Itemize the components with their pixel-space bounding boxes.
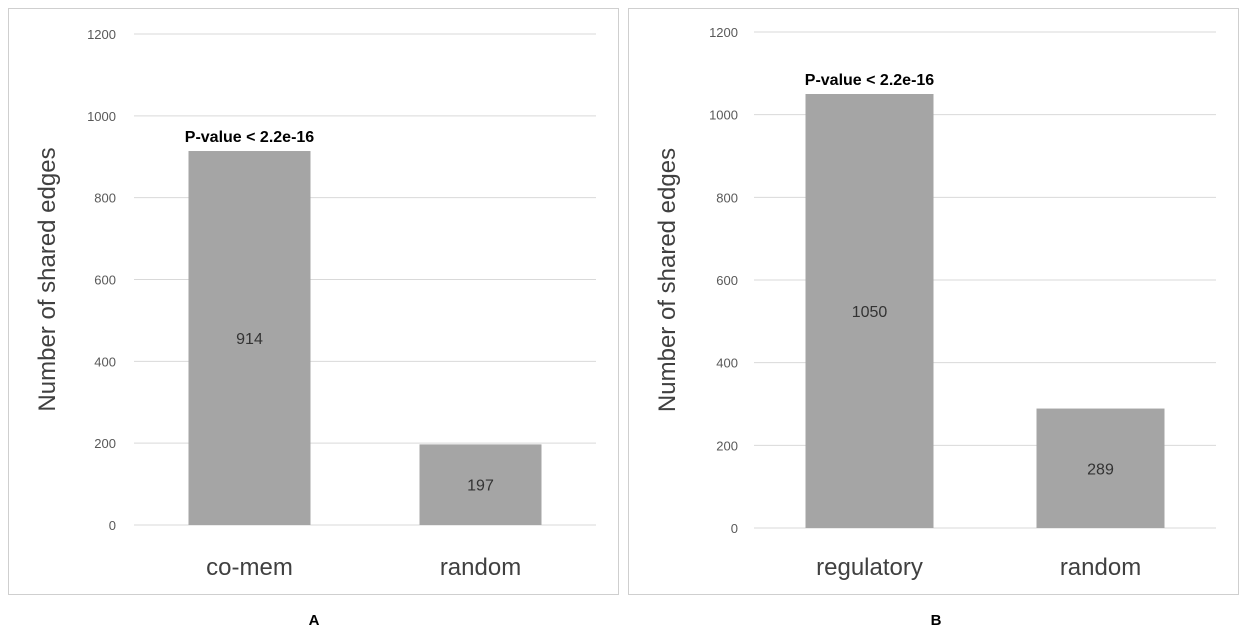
y-tick-label-b-0: 0 bbox=[731, 521, 738, 536]
y-tick-label-a-6: 1200 bbox=[87, 27, 116, 42]
chart-panel-b: 0 200 400 600 800 1000 1200 Number of shared ed… bbox=[628, 8, 1239, 595]
y-tick-label-a-0: 0 bbox=[109, 518, 116, 533]
y-tick-label-b-5: 1000 bbox=[709, 108, 738, 123]
y-tick-label-a-4: 800 bbox=[94, 191, 116, 206]
bar-b-0 bbox=[805, 94, 934, 528]
data-label-b-0: 1050 bbox=[852, 304, 888, 321]
y-tick-label-a-5: 1000 bbox=[87, 109, 116, 124]
category-label-b-1: random bbox=[1060, 554, 1141, 581]
y-tick-label-a-1: 200 bbox=[94, 436, 116, 451]
y-axis-label-b: Number of shared edges bbox=[654, 148, 681, 412]
y-axis-label-a: Number of shared edges bbox=[34, 147, 61, 411]
bar-chart-a: 0 200 400 600 800 1000 1200 Number of shared ed… bbox=[34, 27, 596, 581]
y-tick-label-a-3: 600 bbox=[94, 273, 116, 288]
y-tick-label-b-4: 800 bbox=[716, 190, 738, 205]
bar-a-1 bbox=[419, 444, 542, 525]
y-tick-label-b-6: 1200 bbox=[709, 25, 738, 40]
data-label-b-1: 289 bbox=[1087, 461, 1114, 478]
panel-label-a: A bbox=[308, 612, 320, 629]
y-tick-label-b-3: 600 bbox=[716, 273, 738, 288]
bar-a-0 bbox=[188, 151, 311, 525]
data-label-a-0: 914 bbox=[236, 331, 263, 348]
category-label-a-1: random bbox=[440, 554, 521, 581]
panel-label-b: B bbox=[930, 612, 942, 629]
y-tick-label-b-1: 200 bbox=[716, 438, 738, 453]
y-tick-label-a-2: 400 bbox=[94, 354, 116, 369]
chart-panel-a: 0 200 400 600 800 1000 1200 Number of shared ed… bbox=[8, 8, 619, 595]
category-label-b-0: regulatory bbox=[816, 554, 923, 581]
category-label-a-0: co-mem bbox=[206, 554, 293, 581]
y-tick-label-b-2: 400 bbox=[716, 356, 738, 371]
bar-b-1 bbox=[1036, 408, 1165, 528]
p-value-annotation-b: P-value < 2.2e-16 bbox=[805, 72, 935, 89]
p-value-annotation-a: P-value < 2.2e-16 bbox=[185, 129, 315, 146]
data-label-a-1: 197 bbox=[467, 478, 494, 495]
bar-chart-b: 0 200 400 600 800 1000 1200 Number of shared ed… bbox=[654, 25, 1216, 581]
